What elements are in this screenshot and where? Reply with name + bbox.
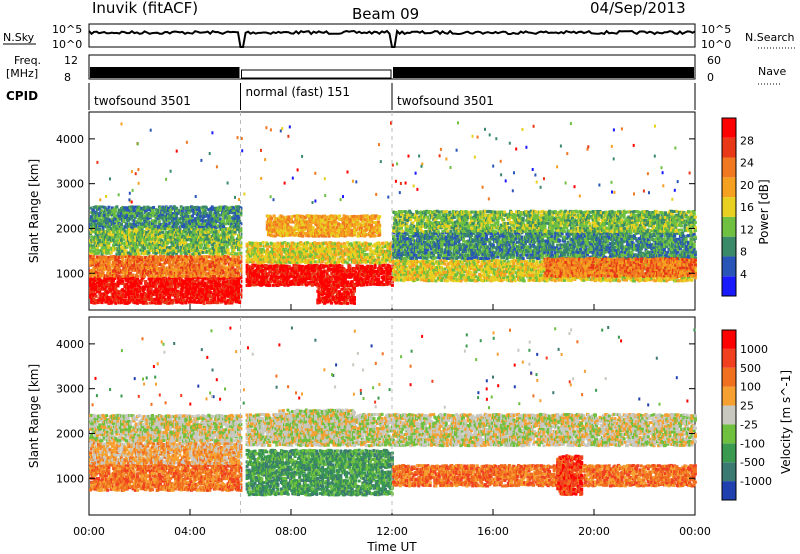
- heatmap-cell: [121, 280, 124, 283]
- freq-tick-high: 12: [64, 54, 78, 67]
- heatmap-cell: [200, 244, 203, 247]
- freq-bar: [242, 70, 392, 78]
- heatmap-cell: [280, 252, 283, 255]
- date-title: 04/Sep/2013: [590, 0, 686, 17]
- heatmap-cell: [266, 243, 269, 246]
- heatmap-cell: [140, 219, 143, 222]
- freq-bar: [90, 67, 240, 78]
- heatmap-cell: [268, 284, 271, 287]
- heatmap-cell: [168, 261, 171, 264]
- heatmap-cell: [349, 265, 352, 268]
- nsky-tick-low: 10^0: [52, 38, 82, 51]
- heatmap-cell: [227, 248, 230, 251]
- heatmap-cell: [281, 245, 284, 248]
- nsky-label: N.Sky: [3, 31, 35, 44]
- heatmap-cell: [222, 246, 225, 249]
- heatmap-cell: [143, 275, 146, 278]
- nsearch-tick-low: 10^0: [701, 38, 731, 51]
- heatmap-cell: [374, 266, 377, 269]
- heatmap-cell: [158, 220, 161, 223]
- freq-label-line2: [MHz]: [6, 67, 38, 80]
- heatmap-cell: [136, 275, 139, 278]
- heatmap-cell: [171, 285, 174, 288]
- freq-bar: [393, 67, 694, 78]
- heatmap-cell: [366, 248, 369, 251]
- freq-label-line1: Freq.: [14, 54, 41, 67]
- heatmap-cell: [95, 295, 98, 298]
- heatmap-cell: [132, 274, 135, 277]
- heatmap-cell: [239, 293, 242, 296]
- heatmap-cell: [346, 261, 349, 264]
- nave-tick-high: 60: [707, 54, 721, 67]
- heatmap-cell: [143, 247, 146, 250]
- heatmap-cell: [204, 209, 207, 212]
- heatmap-cell: [114, 209, 117, 212]
- heatmap-cell: [231, 236, 234, 239]
- nsky-panel: N.Sky 10^5 10^0 10^5 10^0 N.Search: [3, 23, 796, 51]
- heatmap-cell: [203, 302, 206, 305]
- heatmap-cell: [219, 217, 222, 220]
- heatmap-cell: [239, 244, 242, 247]
- heatmap-cell: [239, 285, 242, 288]
- heatmap-cell: [233, 249, 236, 252]
- heatmap-cell: [161, 274, 164, 277]
- freq-tick-low: 8: [64, 71, 71, 84]
- heatmap-cell: [154, 285, 157, 288]
- cpid-segment-label: twofsound 3501: [94, 94, 191, 108]
- heatmap-cell: [145, 302, 148, 305]
- heatmap-cell: [220, 275, 223, 278]
- freq-bars: [90, 67, 694, 78]
- heatmap-cell: [239, 236, 242, 239]
- heatmap-cell: [238, 301, 241, 304]
- heatmap-cell: [115, 205, 118, 208]
- heatmap-cell: [233, 255, 236, 258]
- power-heatmap: [89, 121, 697, 305]
- nave-tick-low: 0: [707, 71, 714, 84]
- heatmap-cell: [137, 252, 140, 255]
- heatmap-cell: [367, 277, 370, 280]
- heatmap-cell: [168, 296, 171, 299]
- heatmap-cell: [239, 260, 242, 263]
- heatmap-cell: [153, 275, 156, 278]
- heatmap-cell: [207, 245, 210, 248]
- heatmap-cell: [121, 258, 124, 261]
- station-title: Inuvik (fitACF): [92, 0, 198, 17]
- heatmap-cell: [262, 241, 265, 244]
- heatmap-cell: [391, 284, 394, 287]
- range-time-plot: Inuvik (fitACF) Beam 09 04/Sep/2013 N.Sk…: [0, 0, 800, 554]
- heatmap-cell: [163, 255, 166, 258]
- heatmap-cell: [175, 226, 178, 229]
- heatmap-cell: [213, 296, 216, 299]
- heatmap-cell: [180, 252, 183, 255]
- freq-panel: Freq. [MHz] 12 8 60 0 Nave: [6, 54, 786, 84]
- heatmap-cell: [377, 278, 380, 281]
- heatmap-cell: [239, 212, 242, 215]
- heatmap-cell: [321, 260, 324, 263]
- heatmap-cell: [112, 231, 115, 234]
- nsky-trace: [89, 31, 695, 47]
- cpid-segment-label: normal (fast) 151: [246, 85, 350, 99]
- heatmap-cell: [382, 242, 385, 245]
- heatmap-cell: [366, 253, 369, 256]
- nsearch-tick-high: 10^5: [701, 23, 731, 36]
- nsky-tick-high: 10^5: [52, 23, 82, 36]
- heatmap-cell: [330, 278, 333, 281]
- nsearch-label: N.Search: [745, 31, 795, 44]
- heatmap-cell: [107, 206, 110, 209]
- cpid-segments: twofsound 3501 normal (fast) 151 twofsound…: [89, 83, 695, 110]
- heatmap-cell: [118, 275, 121, 278]
- heatmap-cell: [213, 275, 216, 278]
- heatmap-cell: [222, 225, 225, 228]
- heatmap-cell: [239, 252, 242, 255]
- heatmap-cell: [151, 209, 154, 212]
- heatmap-cell: [343, 242, 346, 245]
- heatmap-cell: [305, 244, 308, 247]
- beam-title: Beam 09: [352, 5, 419, 23]
- nave-label: Nave: [758, 65, 786, 78]
- cpid-segment-label: twofsound 3501: [397, 94, 494, 108]
- heatmap-cell: [120, 223, 123, 226]
- cpid-label: CPID: [6, 89, 38, 103]
